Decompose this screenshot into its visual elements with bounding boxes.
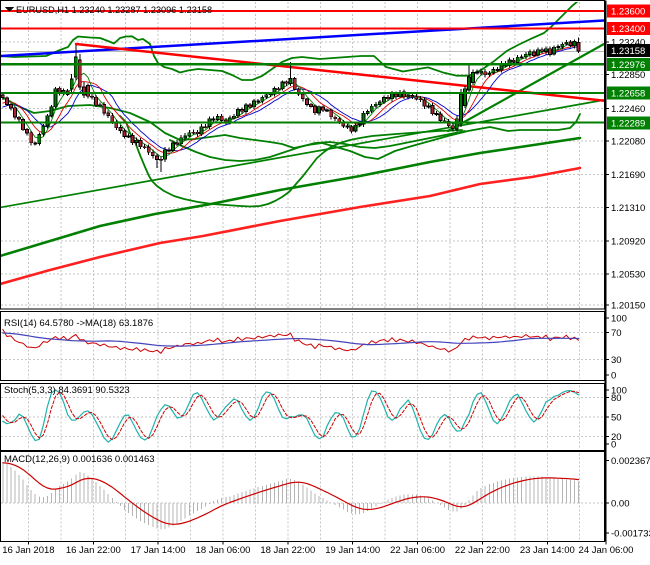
svg-text:EURUSD,H1 1.23240 1.23287 1.23: EURUSD,H1 1.23240 1.23287 1.23096 1.2315… <box>16 5 212 15</box>
svg-text:1.21690: 1.21690 <box>611 170 645 181</box>
svg-text:1.23600: 1.23600 <box>611 7 645 18</box>
svg-text:80: 80 <box>611 393 622 404</box>
svg-text:MACD(12,26,9) 0.001636 0.00146: MACD(12,26,9) 0.001636 0.001463 <box>4 454 155 465</box>
svg-text:0: 0 <box>611 440 616 451</box>
svg-text:0.00: 0.00 <box>611 499 630 510</box>
svg-text:100: 100 <box>611 314 627 325</box>
svg-text:70: 70 <box>611 328 622 339</box>
svg-text:1.22850: 1.22850 <box>611 70 645 81</box>
svg-text:0: 0 <box>611 371 616 382</box>
svg-text:30: 30 <box>611 355 622 366</box>
svg-text:1.22289: 1.22289 <box>611 118 645 129</box>
svg-text:16 Jan 2018: 16 Jan 2018 <box>2 545 54 556</box>
svg-text:Stoch(5,3,3) 84.3691 90.5323: Stoch(5,3,3) 84.3691 90.5323 <box>4 385 130 396</box>
svg-text:1.20920: 1.20920 <box>611 237 645 248</box>
svg-text:18 Jan 06:00: 18 Jan 06:00 <box>196 545 251 556</box>
svg-text:18 Jan 22:00: 18 Jan 22:00 <box>260 545 315 556</box>
svg-text:22 Jan 22:00: 22 Jan 22:00 <box>455 545 510 556</box>
svg-text:22 Jan 06:00: 22 Jan 06:00 <box>390 545 445 556</box>
svg-text:50: 50 <box>611 413 622 424</box>
svg-text:0.002367: 0.002367 <box>611 456 650 467</box>
svg-text:1.22976: 1.22976 <box>611 60 645 71</box>
svg-text:RSI(14) 64.5780 ->MA(18) 63.1: RSI(14) 64.5780 ->MA(18) 63.1876 <box>4 318 153 329</box>
svg-text:1.20150: 1.20150 <box>611 301 645 312</box>
svg-text:1.20530: 1.20530 <box>611 270 645 281</box>
svg-text:1.23240: 1.23240 <box>611 38 645 49</box>
svg-text:20: 20 <box>611 432 622 443</box>
svg-text:23 Jan 14:00: 23 Jan 14:00 <box>520 545 575 556</box>
svg-text:1.22080: 1.22080 <box>611 137 645 148</box>
svg-text:1.21310: 1.21310 <box>611 203 645 214</box>
svg-text:16 Jan 22:00: 16 Jan 22:00 <box>66 545 121 556</box>
svg-text:17 Jan 14:00: 17 Jan 14:00 <box>131 545 186 556</box>
svg-text:1.22460: 1.22460 <box>611 104 645 115</box>
svg-text:24 Jan 06:00: 24 Jan 06:00 <box>579 545 634 556</box>
svg-text:1.22658: 1.22658 <box>611 88 645 99</box>
svg-text:1.23400: 1.23400 <box>611 24 645 35</box>
svg-text:-0.001733: -0.001733 <box>611 529 650 540</box>
svg-text:100: 100 <box>611 386 627 397</box>
svg-text:1.23158: 1.23158 <box>611 46 645 57</box>
svg-text:19 Jan 14:00: 19 Jan 14:00 <box>325 545 380 556</box>
